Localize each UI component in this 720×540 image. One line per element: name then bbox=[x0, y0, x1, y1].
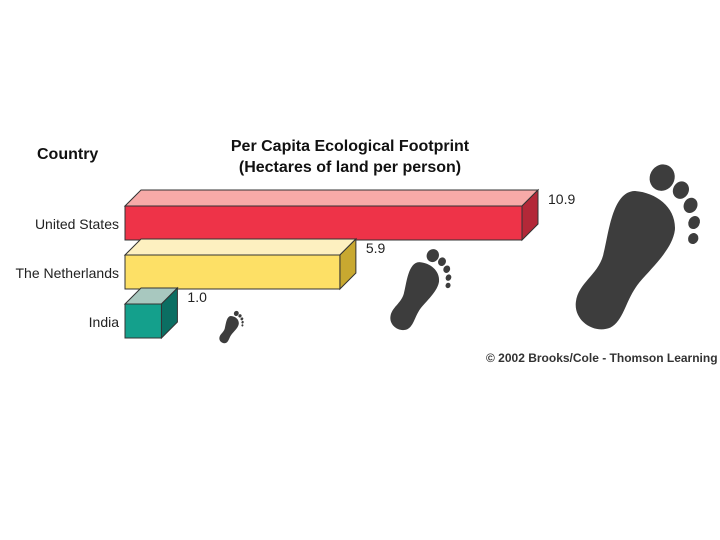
country-column-header: Country bbox=[37, 146, 99, 163]
chart-title: Per Capita Ecological Footprint (Hectare… bbox=[200, 136, 500, 178]
copyright-credit: © 2002 Brooks/Cole - Thomson Learning bbox=[486, 351, 718, 365]
bars: United States 10.9 The Netherlands 5.9 India… bbox=[15, 188, 575, 340]
footprint-icon-large bbox=[575, 164, 700, 330]
category-label: United States bbox=[35, 216, 119, 232]
bar bbox=[124, 303, 162, 339]
chart-title-line-1: Per Capita Ecological Footprint bbox=[230, 138, 470, 155]
value-label: 1.0 bbox=[187, 289, 207, 305]
bar bbox=[124, 254, 341, 290]
bar-group bbox=[123, 188, 540, 242]
bar-top-face bbox=[123, 238, 358, 256]
bar bbox=[124, 205, 523, 241]
footprint-icon-medium bbox=[390, 249, 452, 331]
chart-title-line-2: (Hectares of land per person) bbox=[238, 159, 462, 176]
bar-group bbox=[123, 286, 179, 340]
value-label: 5.9 bbox=[366, 240, 386, 256]
value-label: 10.9 bbox=[548, 191, 575, 207]
bar-top-face bbox=[123, 189, 540, 207]
category-label: India bbox=[89, 314, 120, 330]
footprint-icon-small bbox=[219, 310, 244, 344]
bar-group bbox=[123, 237, 358, 291]
category-label: The Netherlands bbox=[15, 265, 119, 281]
footprint-icons bbox=[219, 164, 700, 344]
